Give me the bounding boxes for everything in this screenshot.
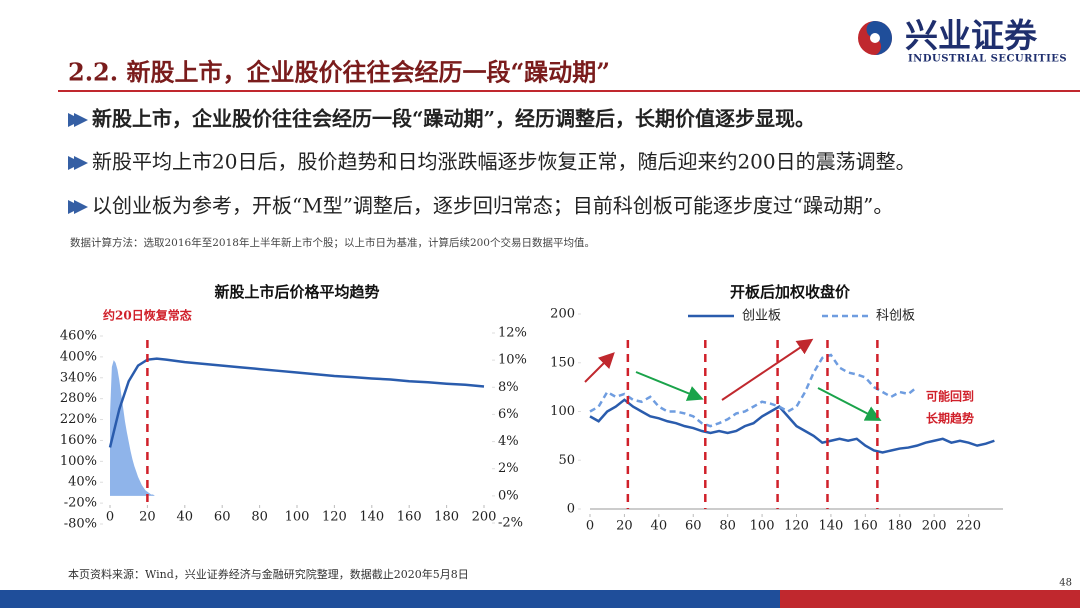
y2-tick-label: 12% <box>498 326 527 341</box>
y-tick-label: 40% <box>68 475 97 490</box>
page-number: 48 <box>1059 578 1072 589</box>
bullet: 新股上市，企业股价往往会经历一段“躁动期”，经历调整后，长期价值逐步显现。 <box>92 107 815 131</box>
x-tick-label: 0 <box>586 519 594 534</box>
x-tick-label: 80 <box>251 510 268 525</box>
y-tick-label: 460% <box>60 329 97 344</box>
chart-title: 新股上市后价格平均趋势 <box>214 283 379 301</box>
x-tick-label: 120 <box>322 510 347 525</box>
x-tick-label: 180 <box>887 519 912 534</box>
line <box>108 357 485 448</box>
logo-subtext: INDUSTRIAL SECURITIES <box>908 54 1067 65</box>
slide-title: 2.2. 新股上市，企业股价往往会经历一段“躁动期” <box>68 58 610 87</box>
y2-tick-label: 4% <box>498 434 519 449</box>
x-tick-label: 160 <box>853 519 878 534</box>
x-tick-label: 140 <box>819 519 844 534</box>
y-tick-label: 220% <box>60 412 97 427</box>
x-tick-label: 0 <box>106 510 114 525</box>
x-tick-label: 200 <box>472 510 497 525</box>
y-tick-label: 160% <box>60 433 97 448</box>
y-tick-label: 200 <box>550 307 575 322</box>
x-tick-label: 60 <box>214 510 231 525</box>
logo-text: 兴业证券 <box>905 16 1038 55</box>
logo <box>858 21 892 55</box>
x-tick-label: 80 <box>719 519 736 534</box>
y-tick-label: 150 <box>550 355 575 370</box>
chart-title: 开板后加权收盘价 <box>730 283 851 301</box>
legend-label: 创业板 <box>742 309 781 324</box>
y-tick-label: 340% <box>60 370 97 385</box>
x-tick-label: 100 <box>750 519 775 534</box>
footer-bar <box>780 590 1080 608</box>
annotation: 长期趋势 <box>926 411 974 426</box>
line <box>589 353 918 428</box>
y2-tick-label: 2% <box>498 461 519 476</box>
y-tick-label: -80% <box>64 517 97 532</box>
line <box>589 398 995 454</box>
y-tick-label: 50 <box>558 453 575 468</box>
bullet: 新股平均上市20日后，股价趋势和日均涨跌幅逐步恢复正常，随后迎来约200日的震荡… <box>92 150 916 174</box>
y2-tick-label: 10% <box>498 353 527 368</box>
method-note: 数据计算方法：选取2016年至2018年上半年新上市个股；以上市日为基准，计算后… <box>70 236 595 249</box>
area <box>110 360 155 496</box>
x-tick-label: 120 <box>784 519 809 534</box>
title-rule <box>58 90 1080 92</box>
x-tick-label: 60 <box>685 519 702 534</box>
y-tick-label: 100% <box>60 454 97 469</box>
y2-tick-label: 0% <box>498 488 519 503</box>
annotation: 约20日恢复常态 <box>103 308 192 323</box>
y2-tick-label: 8% <box>498 380 519 395</box>
x-tick-label: 140 <box>359 510 384 525</box>
x-tick-label: 160 <box>397 510 422 525</box>
legend-label: 科创板 <box>876 309 915 324</box>
x-tick-label: 20 <box>616 519 633 534</box>
x-tick-label: 20 <box>139 510 156 525</box>
x-tick-label: 100 <box>285 510 310 525</box>
y-tick-label: 280% <box>60 391 97 406</box>
x-tick-label: 200 <box>922 519 947 534</box>
y-tick-label: 100 <box>550 404 575 419</box>
y2-tick-label: 6% <box>498 407 519 422</box>
y-tick-label: 400% <box>60 349 97 364</box>
bullet: 以创业板为参考，开板“M型”调整后，逐步回归常态；目前科创板可能逐步度过“躁动期… <box>92 194 893 218</box>
bullet-icons <box>68 113 88 214</box>
source: 本页资料来源：Wind，兴业证券经济与金融研究院整理，数据截止2020年5月8日 <box>68 567 469 581</box>
trend-arrows <box>584 338 882 421</box>
x-tick-label: 180 <box>434 510 459 525</box>
x-tick-label: 40 <box>177 510 194 525</box>
footer-bar <box>0 590 780 608</box>
x-tick-label: 40 <box>651 519 668 534</box>
y-tick-label: 0 <box>567 502 575 517</box>
y-tick-label: -20% <box>64 496 97 511</box>
x-tick-label: 220 <box>956 519 981 534</box>
y2-tick-label: -2% <box>498 516 523 531</box>
annotation: 可能回到 <box>926 389 974 404</box>
